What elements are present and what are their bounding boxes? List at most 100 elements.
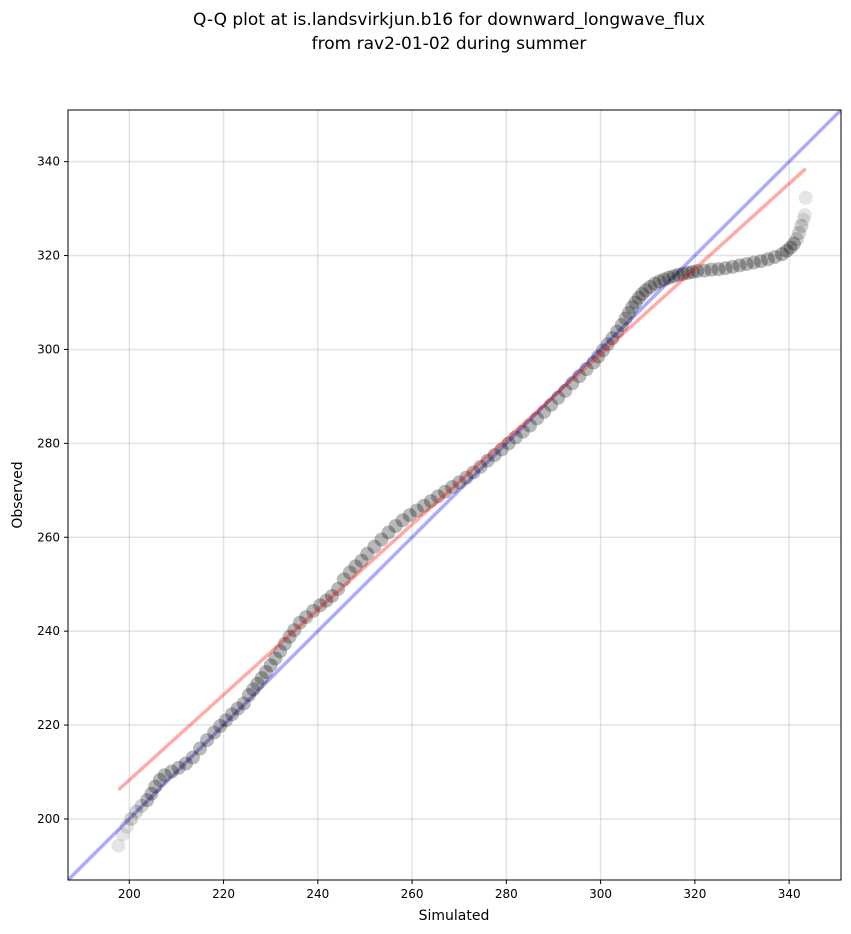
qq-point	[381, 525, 396, 540]
qq-point	[348, 559, 363, 574]
qq-point	[768, 249, 783, 264]
qq-point	[600, 337, 615, 352]
qq-point	[319, 593, 334, 608]
qq-point	[124, 811, 139, 826]
qq-point	[354, 553, 369, 568]
qq-point	[129, 804, 144, 819]
qq-point	[148, 779, 163, 794]
qq-point	[292, 615, 307, 630]
data-points	[111, 190, 813, 853]
qq-point	[595, 343, 610, 358]
qq-point	[218, 713, 233, 728]
qq-point	[628, 295, 643, 310]
qq-point	[225, 707, 240, 722]
qq-point	[544, 397, 559, 412]
qq-point	[140, 793, 155, 808]
chart-title-line-2: from rav2-01-02 during summer	[312, 34, 587, 54]
gridlines	[68, 110, 841, 880]
qq-point	[783, 240, 798, 255]
qq-point	[753, 254, 768, 269]
qq-point	[661, 270, 676, 285]
x-tick-label: 280	[495, 887, 518, 901]
qq-point	[277, 636, 292, 651]
qq-point	[487, 448, 502, 463]
qq-point	[625, 300, 640, 315]
qq-point	[614, 318, 629, 333]
qq-point	[200, 733, 215, 748]
x-axis-ticks: 200 220 240 260 280 300 320 340	[118, 880, 801, 901]
qq-point	[666, 269, 681, 284]
identity-line	[68, 110, 841, 880]
qq-point	[515, 424, 530, 439]
y-tick-label: 300	[37, 342, 60, 356]
qq-point	[605, 331, 620, 346]
qq-point	[258, 665, 273, 680]
qq-point	[416, 498, 431, 513]
qq-point	[473, 459, 488, 474]
qq-point	[711, 262, 726, 277]
qq-point	[342, 565, 357, 580]
qq-point	[697, 263, 712, 278]
qq-point	[178, 756, 193, 771]
qq-point	[786, 236, 801, 251]
qq-point	[551, 390, 566, 405]
qq-point	[621, 305, 636, 320]
qq-point	[306, 603, 321, 618]
fit-line	[117, 167, 807, 792]
qq-point	[313, 598, 328, 613]
qq-point	[152, 772, 167, 787]
qq-point	[676, 266, 691, 281]
x-tick-label: 240	[306, 887, 329, 901]
qq-point	[282, 629, 297, 644]
qq-point	[779, 243, 794, 258]
y-axis-label: Observed	[10, 461, 26, 528]
x-tick-label: 220	[212, 887, 235, 901]
qq-point	[789, 232, 804, 247]
x-tick-label: 340	[778, 887, 801, 901]
qq-point	[438, 484, 453, 499]
qq-point	[164, 764, 179, 779]
qq-point	[638, 283, 653, 298]
qq-point	[246, 682, 261, 697]
qq-point	[287, 623, 302, 638]
qq-point	[236, 696, 251, 711]
y-tick-label: 340	[37, 155, 60, 169]
qq-point	[423, 494, 438, 509]
qq-point	[718, 261, 733, 276]
qq-point	[336, 572, 351, 587]
plot-frame	[67, 109, 842, 881]
x-tick-label: 300	[589, 887, 612, 901]
qq-point	[652, 274, 667, 289]
qq-point	[171, 760, 186, 775]
qq-point	[494, 442, 509, 457]
x-tick-label: 260	[401, 887, 424, 901]
qq-point	[115, 827, 130, 842]
qq-point	[395, 513, 410, 528]
y-axis-ticks: 200 220 240 260 280 300 320 340	[37, 155, 68, 826]
qq-point	[119, 819, 134, 834]
qq-point	[157, 768, 172, 783]
qq-point	[522, 418, 537, 433]
y-tick-label: 220	[37, 718, 60, 732]
qq-point	[579, 362, 594, 377]
qq-point	[207, 725, 222, 740]
qq-point	[529, 411, 544, 426]
qq-point	[657, 272, 672, 287]
qq-point	[254, 671, 269, 686]
qq-point	[241, 688, 256, 703]
qq-point	[213, 719, 228, 733]
qq-point	[643, 280, 658, 295]
qq-point	[445, 480, 460, 495]
qq-point	[268, 651, 283, 666]
qq-point	[402, 508, 417, 523]
qq-point	[565, 376, 580, 391]
qq-point	[591, 349, 606, 364]
qq-point	[459, 470, 474, 485]
qq-point	[685, 264, 700, 279]
qq-point	[680, 265, 695, 280]
x-axis-label: Simulated	[419, 908, 490, 924]
qq-point	[631, 290, 646, 305]
qq-point	[725, 259, 740, 274]
qq-point	[250, 676, 265, 691]
